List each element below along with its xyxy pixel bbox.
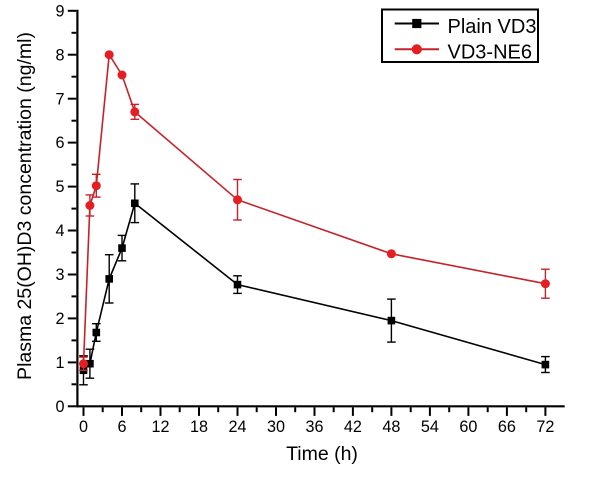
svg-text:Plasma 25(OH)D3 concentration: Plasma 25(OH)D3 concentration (ng/ml) [14, 32, 36, 380]
svg-text:60: 60 [459, 418, 477, 436]
svg-text:24: 24 [228, 418, 246, 436]
svg-text:Time (h): Time (h) [286, 443, 358, 465]
svg-text:12: 12 [151, 418, 169, 436]
svg-text:VD3-NE6: VD3-NE6 [448, 42, 532, 64]
svg-text:18: 18 [190, 418, 208, 436]
svg-text:36: 36 [305, 418, 323, 436]
svg-text:54: 54 [421, 418, 439, 436]
svg-text:66: 66 [498, 418, 516, 436]
svg-text:2: 2 [55, 310, 64, 328]
svg-text:5: 5 [55, 178, 64, 196]
svg-text:72: 72 [536, 418, 554, 436]
svg-text:0: 0 [79, 418, 88, 436]
svg-text:1: 1 [55, 354, 64, 372]
svg-text:30: 30 [267, 418, 285, 436]
svg-text:Plain VD3: Plain VD3 [448, 16, 537, 38]
svg-text:6: 6 [55, 134, 64, 152]
svg-text:9: 9 [55, 2, 64, 20]
svg-text:0: 0 [55, 398, 64, 416]
svg-text:8: 8 [55, 46, 64, 64]
svg-text:48: 48 [382, 418, 400, 436]
svg-text:4: 4 [55, 222, 64, 240]
svg-text:42: 42 [344, 418, 362, 436]
svg-text:3: 3 [55, 266, 64, 284]
svg-text:6: 6 [117, 418, 126, 436]
svg-text:7: 7 [55, 90, 64, 108]
